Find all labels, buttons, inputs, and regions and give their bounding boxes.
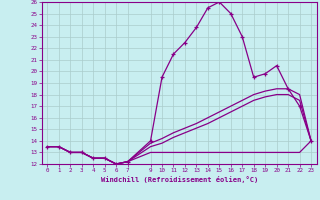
X-axis label: Windchill (Refroidissement éolien,°C): Windchill (Refroidissement éolien,°C) bbox=[100, 176, 258, 183]
